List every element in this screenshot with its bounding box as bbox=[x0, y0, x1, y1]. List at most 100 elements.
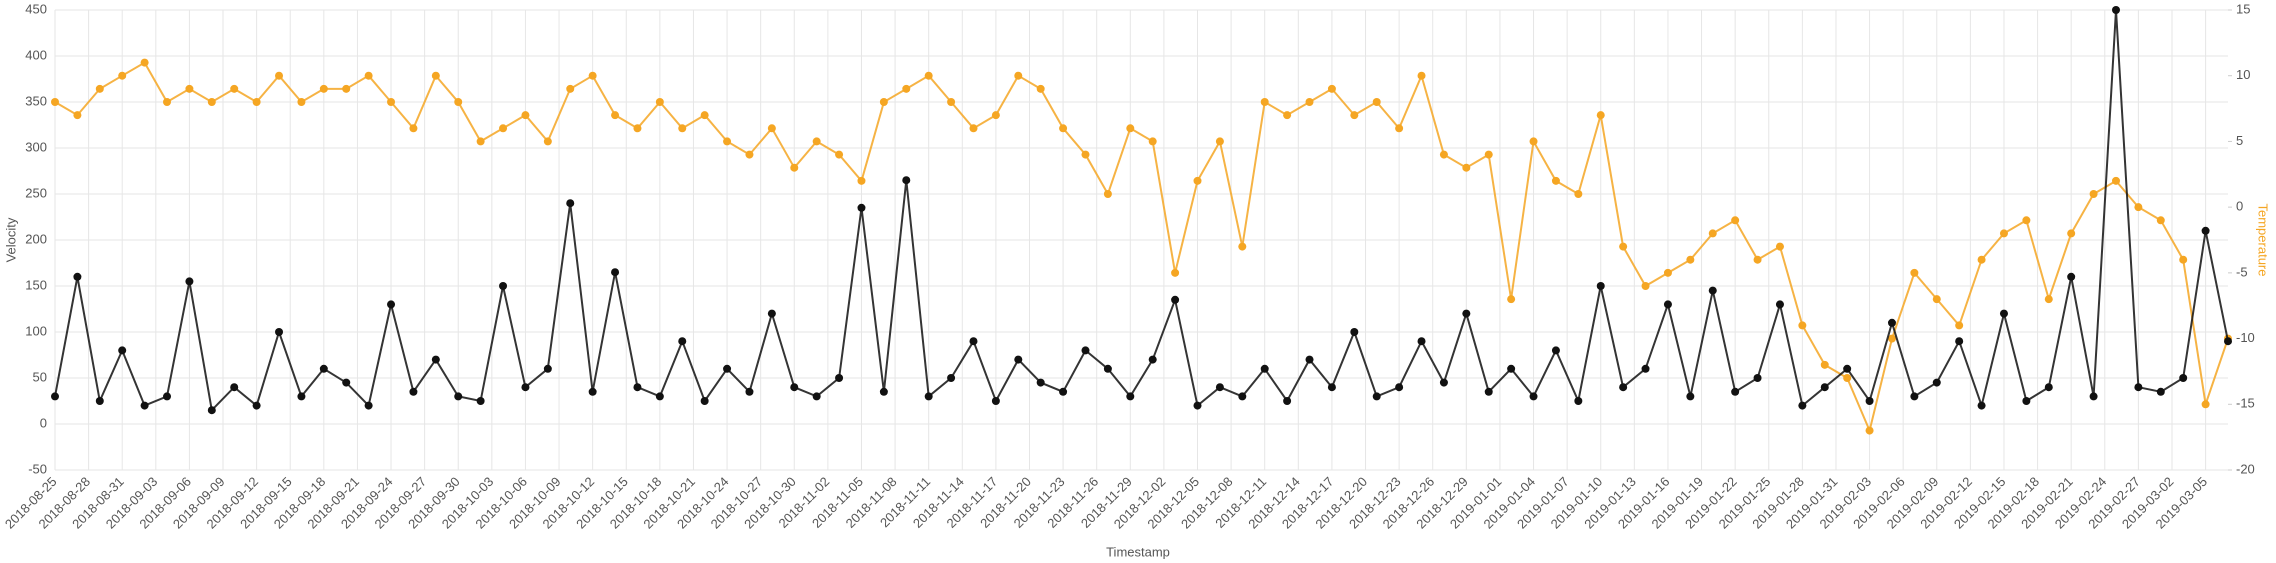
point bbox=[924, 392, 933, 401]
point bbox=[633, 383, 642, 392]
point bbox=[611, 111, 620, 120]
point bbox=[51, 98, 59, 106]
point bbox=[1932, 295, 1941, 304]
point bbox=[1663, 268, 1672, 277]
point bbox=[95, 397, 104, 405]
point bbox=[1775, 242, 1784, 251]
y-tick-label: 0 bbox=[40, 415, 47, 430]
point bbox=[1551, 346, 1560, 355]
point bbox=[1574, 397, 1583, 405]
point bbox=[1417, 71, 1426, 80]
point bbox=[275, 71, 284, 80]
point bbox=[879, 387, 888, 396]
y-tick-label: 150 bbox=[25, 277, 47, 292]
point bbox=[1193, 176, 1202, 185]
y2-tick-label: -10 bbox=[2236, 330, 2255, 345]
point bbox=[252, 401, 261, 410]
point bbox=[476, 137, 485, 146]
point bbox=[1103, 190, 1112, 198]
point bbox=[1977, 255, 1986, 264]
point bbox=[1955, 337, 1964, 346]
y2-tick-label: 0 bbox=[2236, 199, 2243, 214]
point bbox=[1395, 124, 1404, 133]
point bbox=[1439, 150, 1448, 159]
point bbox=[969, 337, 978, 346]
point bbox=[1462, 309, 1471, 318]
point bbox=[1596, 111, 1605, 120]
point bbox=[700, 111, 709, 120]
point bbox=[1865, 426, 1874, 435]
point bbox=[1484, 387, 1493, 396]
point bbox=[431, 71, 440, 80]
point bbox=[521, 383, 530, 392]
point bbox=[857, 176, 866, 185]
point bbox=[1731, 387, 1740, 396]
point bbox=[1596, 282, 1605, 290]
point bbox=[1551, 176, 1560, 185]
point bbox=[1887, 334, 1896, 343]
point bbox=[95, 84, 104, 93]
y-tick-label: 250 bbox=[25, 185, 47, 200]
point bbox=[163, 392, 172, 401]
point bbox=[1327, 383, 1336, 392]
point bbox=[2089, 190, 2098, 198]
point bbox=[51, 392, 59, 401]
point bbox=[1798, 321, 1807, 330]
point bbox=[767, 124, 776, 133]
point bbox=[1686, 255, 1695, 264]
point bbox=[655, 98, 664, 106]
point bbox=[2111, 6, 2120, 14]
point bbox=[1686, 392, 1695, 401]
point bbox=[812, 392, 821, 401]
point bbox=[1014, 71, 1023, 80]
point bbox=[2044, 295, 2053, 304]
point bbox=[1529, 392, 1538, 401]
point bbox=[1507, 364, 1516, 373]
point bbox=[1081, 150, 1090, 159]
y2-tick-label: -15 bbox=[2236, 396, 2255, 411]
point bbox=[947, 98, 956, 106]
point bbox=[1350, 328, 1359, 336]
point bbox=[1843, 374, 1852, 382]
point bbox=[2156, 387, 2165, 396]
point bbox=[409, 387, 418, 396]
point bbox=[118, 71, 127, 80]
y2-tick-label: 15 bbox=[2236, 1, 2250, 16]
point bbox=[835, 150, 844, 159]
point bbox=[252, 98, 261, 106]
point bbox=[835, 374, 844, 382]
point bbox=[790, 163, 799, 172]
point bbox=[2201, 226, 2210, 235]
y-tick-label: 300 bbox=[25, 139, 47, 154]
point bbox=[588, 387, 597, 396]
point bbox=[364, 401, 373, 410]
point bbox=[2134, 383, 2143, 392]
point bbox=[1641, 364, 1650, 373]
point bbox=[2111, 176, 2120, 185]
point bbox=[1999, 229, 2008, 238]
point bbox=[745, 387, 754, 396]
point bbox=[297, 98, 306, 106]
y-tick-label: 400 bbox=[25, 47, 47, 62]
point bbox=[1126, 124, 1135, 133]
y2-tick-label: 5 bbox=[2236, 133, 2243, 148]
point bbox=[1148, 137, 1157, 146]
point bbox=[1708, 229, 1717, 238]
point bbox=[2022, 216, 2031, 225]
point bbox=[207, 98, 216, 106]
point bbox=[1395, 383, 1404, 392]
point bbox=[73, 111, 82, 120]
point bbox=[185, 277, 194, 286]
point bbox=[543, 364, 552, 373]
point bbox=[1619, 242, 1628, 251]
point bbox=[207, 406, 216, 415]
point bbox=[812, 137, 821, 146]
point bbox=[1260, 364, 1269, 373]
point bbox=[790, 383, 799, 392]
point bbox=[1283, 111, 1292, 120]
point bbox=[588, 71, 597, 80]
y-tick-label: 100 bbox=[25, 323, 47, 338]
point bbox=[543, 137, 552, 146]
point bbox=[1910, 392, 1919, 401]
point bbox=[163, 98, 172, 106]
